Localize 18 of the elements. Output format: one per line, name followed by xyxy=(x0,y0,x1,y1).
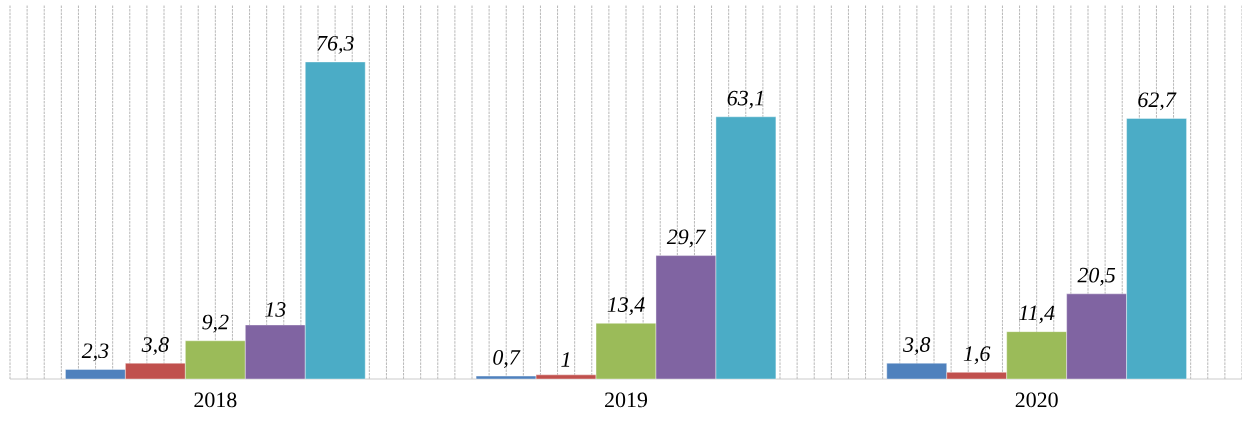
data-label: 2,3 xyxy=(81,343,109,362)
data-label: 9,2 xyxy=(202,314,229,333)
x-tick-label: 2020 xyxy=(1015,392,1058,408)
data-label: 3,8 xyxy=(141,337,169,356)
data-label: 0,7 xyxy=(493,349,521,368)
data-label: 1,6 xyxy=(963,346,991,365)
data-label: 1 xyxy=(561,352,570,367)
data-label: 76,3 xyxy=(317,35,354,54)
data-label: 20,5 xyxy=(1077,267,1116,286)
data-label: 63,1 xyxy=(727,90,763,109)
data-label: 13 xyxy=(265,302,286,317)
data-label: 62,7 xyxy=(1138,92,1177,111)
data-label: 13,4 xyxy=(607,297,645,316)
data-label: 11,4 xyxy=(1019,305,1055,324)
data-label: 29,7 xyxy=(666,229,706,248)
x-tick-label: 2019 xyxy=(605,392,648,408)
x-tick-label: 2018 xyxy=(194,392,237,408)
data-label: 3,8 xyxy=(903,337,931,356)
